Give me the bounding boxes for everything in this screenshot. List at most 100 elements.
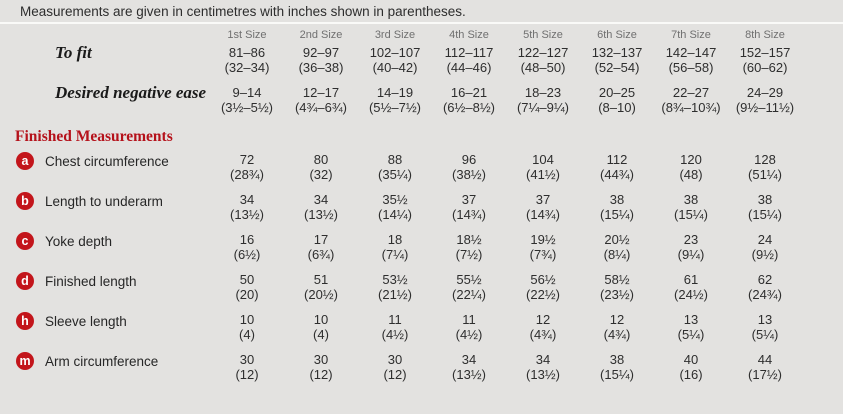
inch-value: (13½) [526, 366, 560, 382]
inch-value: (36–38) [298, 59, 344, 75]
measurement-cell: 35½ (14¼) [358, 190, 432, 230]
cm-value: 112 [606, 152, 628, 167]
measurement-cell: 142–147 (56–58) [654, 43, 728, 83]
measurement-cell: 23 (9¼) [654, 230, 728, 270]
measurement-cell: 50 (20) [210, 270, 284, 310]
measurement-cell: 38 (15¼) [654, 190, 728, 230]
inch-value: (4) [239, 326, 255, 342]
cm-value: 112–117 [444, 45, 494, 60]
cm-value: 11 [462, 312, 476, 327]
measurement-label: Sleeve length [45, 314, 127, 329]
cm-value: 58½ [604, 272, 630, 287]
cm-value: 96 [461, 152, 477, 167]
inch-value: (13½) [304, 206, 338, 222]
cm-value: 120 [680, 152, 702, 167]
inch-value: (15¼) [674, 206, 708, 222]
size-column-header: 2nd Size [299, 29, 343, 41]
inch-value: (23½) [600, 286, 634, 302]
inch-value: (48) [679, 166, 703, 182]
top-divider [0, 22, 843, 24]
measurement-cell: 34 (13½) [284, 190, 358, 230]
cm-value: 34 [313, 192, 329, 207]
size-column-header: 6th Size [597, 29, 637, 41]
measurement-cell: 34 (13½) [210, 190, 284, 230]
inch-value: (4½) [381, 326, 409, 342]
size-column-header: 4th Size [449, 29, 489, 41]
key-letter-badge: h [16, 312, 34, 330]
inch-value: (44¾) [600, 166, 634, 182]
inch-value: (16) [679, 366, 703, 382]
fit-row-label: To fit [55, 43, 92, 62]
cm-value: 24 [757, 232, 773, 247]
inch-value: (14¾) [452, 206, 486, 222]
key-letter-badge: b [16, 192, 34, 210]
cm-value: 80 [313, 152, 329, 167]
inch-value: (35¼) [378, 166, 412, 182]
measurement-cell: 34 (13½) [506, 350, 580, 390]
label-column-spacer [12, 25, 210, 43]
size-column-header: 7th Size [671, 29, 711, 41]
measurement-cell: 13 (5¼) [728, 310, 802, 350]
measurement-row: m Arm circumference 30 (12) 30 (12) 30 (12) 34 (1… [12, 350, 802, 390]
size-table: 1st Size 2nd Size 3rd Size 4th Size 5th Size… [12, 25, 802, 390]
measurement-row: c Yoke depth 16 (6½) 17 (6¾) 18 (7¼) 18½ (7½) 19½(… [12, 230, 802, 270]
measurement-cell: 22–27 (8¾–10¾) [654, 83, 728, 123]
measurement-label: Yoke depth [45, 234, 113, 249]
measurement-row: d Finished length 50 (20) 51 (20½) 53½ (21½) 55½… [12, 270, 802, 310]
section-row: Finished Measurements [12, 123, 802, 150]
measurement-cell: 62 (24¾) [728, 270, 802, 310]
measurement-cell: 128 (51¼) [728, 150, 802, 190]
measurement-cell: 112–117 (44–46) [432, 43, 506, 83]
cm-value: 35½ [382, 192, 408, 207]
measurement-row: b Length to underarm 34 (13½) 34 (13½) 35½ (14¼… [12, 190, 802, 230]
measurement-cell: 12 (4¾) [506, 310, 580, 350]
cm-value: 62 [757, 272, 773, 287]
measurement-label: Arm circumference [45, 354, 159, 369]
inch-value: (5½–7½) [368, 99, 422, 115]
cm-value: 30 [313, 352, 329, 367]
measurement-cell: 120 (48) [654, 150, 728, 190]
inch-value: (14¾) [526, 206, 560, 222]
measurement-cell: 53½ (21½) [358, 270, 432, 310]
measurement-cell: 24–29 (9½–11½) [728, 83, 802, 123]
cm-value: 38 [609, 352, 625, 367]
size-column-header: 1st Size [227, 29, 267, 41]
measurement-row-label: d Finished length [12, 270, 210, 310]
measurement-cell: 88 (35¼) [358, 150, 432, 190]
cm-value: 34 [239, 192, 255, 207]
cm-value: 22–27 [672, 85, 710, 100]
inch-value: (6¾) [307, 246, 335, 262]
key-letter-badge: a [16, 152, 34, 170]
inch-value: (13½) [230, 206, 264, 222]
measurement-cell: 20½ (8¼) [580, 230, 654, 270]
cm-value: 122–127 [517, 45, 569, 60]
cm-value: 34 [535, 352, 551, 367]
measurement-cell: 112 (44¾) [580, 150, 654, 190]
cm-value: 9–14 [232, 85, 262, 100]
cm-value: 14–19 [376, 85, 414, 100]
inch-value: (7¾) [529, 246, 557, 262]
measurement-cell: 10 (4) [210, 310, 284, 350]
measurement-cell: 10 (4) [284, 310, 358, 350]
inch-value: (41½) [526, 166, 560, 182]
inch-value: (15¼) [600, 366, 634, 382]
measurement-cell: 18–23 (7¼–9¼) [506, 83, 580, 123]
cm-value: 50 [239, 272, 255, 287]
measurement-row-label: m Arm circumference [12, 350, 210, 390]
cm-value: 13 [683, 312, 699, 327]
measurement-row-label: c Yoke depth [12, 230, 210, 270]
cm-value: 12 [609, 312, 625, 327]
inch-value: (20) [235, 286, 259, 302]
measurement-cell: 81–86 (32–34) [210, 43, 284, 83]
cm-value: 102–107 [369, 45, 421, 60]
measurement-label: Chest circumference [45, 154, 169, 169]
inch-value: (17½) [748, 366, 782, 382]
cm-value: 19½ [530, 232, 556, 247]
cm-value: 152–157 [739, 45, 791, 60]
cm-value: 30 [239, 352, 255, 367]
cm-value: 38 [683, 192, 699, 207]
inch-value: (24½) [674, 286, 708, 302]
measurement-cell: 152–157 (60–62) [728, 43, 802, 83]
cm-value: 23 [683, 232, 699, 247]
cm-value: 55½ [456, 272, 482, 287]
